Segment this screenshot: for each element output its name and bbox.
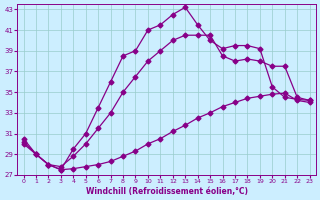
X-axis label: Windchill (Refroidissement éolien,°C): Windchill (Refroidissement éolien,°C) xyxy=(85,187,248,196)
